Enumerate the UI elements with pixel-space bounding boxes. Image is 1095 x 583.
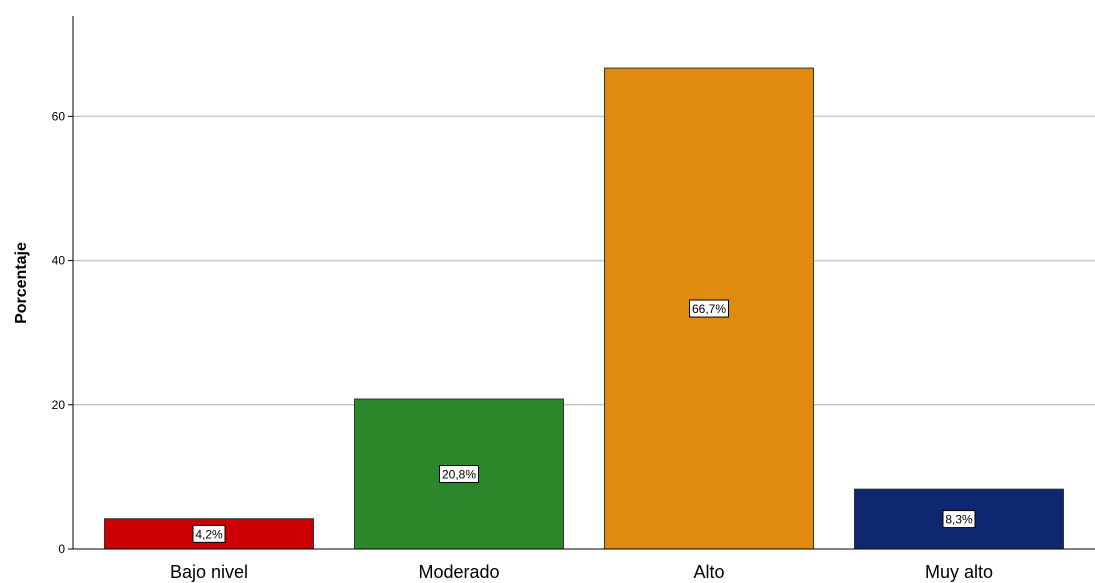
data-label-box (689, 299, 729, 318)
data-label-text: 4,2% (195, 527, 223, 541)
y-tick-label: 40 (52, 254, 66, 268)
y-tick-labels: 0 20 40 60 (52, 109, 73, 556)
x-tick-labels: Bajo nivel Moderado Alto Muy alto (170, 562, 993, 582)
y-tick-label: 60 (52, 109, 66, 123)
data-label-box (439, 465, 479, 484)
data-label-box (192, 524, 226, 543)
data-label-text: 20,8% (442, 468, 476, 482)
data-label: 66,7% (689, 299, 729, 318)
data-label-box (942, 510, 976, 529)
data-label: 8,3% (942, 510, 976, 529)
axes (72, 16, 1095, 550)
x-category-label: Bajo nivel (170, 562, 248, 582)
data-label-text: 8,3% (945, 513, 973, 527)
y-tick-label: 0 (58, 542, 65, 556)
data-labels: 4,2% 20,8% 66,7% 8,3% (192, 299, 976, 543)
data-label: 20,8% (439, 465, 479, 484)
x-category-label: Alto (693, 562, 724, 582)
data-label-text: 66,7% (692, 302, 726, 316)
bars (104, 67, 1064, 550)
y-tick-label: 20 (52, 398, 66, 412)
gridlines (73, 115, 1095, 406)
x-category-label: Moderado (418, 562, 499, 582)
data-label: 4,2% (192, 524, 226, 543)
y-axis-title: Porcentaje (13, 242, 30, 324)
x-category-label: Muy alto (925, 562, 993, 582)
